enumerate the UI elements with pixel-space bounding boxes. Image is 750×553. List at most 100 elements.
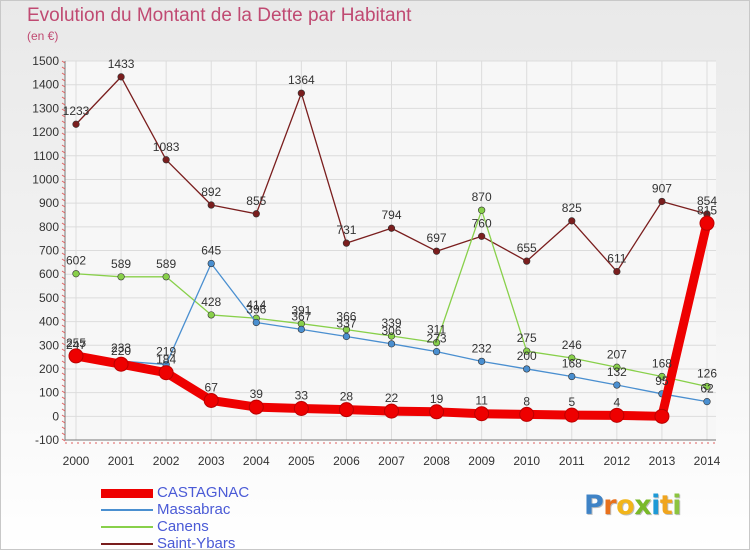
data-point-castagnac <box>654 408 670 424</box>
data-point-canens <box>162 273 170 281</box>
y-axis-tick <box>61 126 66 130</box>
data-point-massabrac <box>613 381 621 389</box>
y-axis-tick <box>61 330 66 334</box>
data-label-castagnac: 8 <box>523 394 530 408</box>
data-label-canens: 870 <box>472 190 492 204</box>
data-point-castagnac <box>293 400 309 416</box>
y-axis-tick <box>61 210 66 214</box>
y-axis-tick <box>61 228 66 232</box>
y-axis-tick <box>61 342 66 346</box>
data-label-massabrac: 367 <box>291 309 311 323</box>
data-point-saint-ybars <box>387 224 396 232</box>
data-label-saint-ybars: 855 <box>246 194 266 208</box>
data-point-massabrac <box>703 398 711 406</box>
data-point-massabrac <box>297 325 305 333</box>
y-axis-tick <box>61 240 66 244</box>
data-label-massabrac: 62 <box>700 382 714 396</box>
y-tick-label: 600 <box>39 267 59 281</box>
legend-label: Canens <box>157 518 209 535</box>
x-tick-label: 2004 <box>243 454 270 468</box>
data-label-canens: 602 <box>66 254 86 268</box>
y-axis-tick <box>61 276 66 280</box>
data-point-canens <box>72 270 80 278</box>
y-axis-tick <box>61 366 66 370</box>
data-label-canens: 366 <box>336 310 356 324</box>
y-axis-tick <box>61 78 66 82</box>
data-point-canens <box>658 372 666 381</box>
data-label-castagnac: 815 <box>697 203 717 217</box>
y-axis-tick <box>61 438 66 442</box>
legend-swatch <box>101 543 153 545</box>
data-point-saint-ybars <box>342 239 351 247</box>
y-axis-tick <box>61 138 66 142</box>
y-axis-tick <box>61 204 66 208</box>
data-point-massabrac <box>387 340 396 348</box>
data-point-castagnac <box>158 365 174 381</box>
y-axis-tick <box>61 252 66 256</box>
y-axis-tick <box>61 72 66 76</box>
data-label-castagnac: 67 <box>205 380 219 394</box>
y-tick-label: 1200 <box>32 125 59 139</box>
y-axis-tick <box>61 270 66 274</box>
data-label-massabrac: 233 <box>111 341 131 355</box>
data-label-massabrac: 232 <box>472 341 492 355</box>
y-axis-tick <box>61 300 66 304</box>
data-label-massabrac: 200 <box>517 349 537 363</box>
data-label-castagnac: 33 <box>295 388 309 402</box>
data-label-massabrac: 396 <box>246 303 266 317</box>
data-label-massabrac: 132 <box>607 365 627 379</box>
y-axis-tick <box>61 246 66 250</box>
chart-unit-label: (en €) <box>27 29 59 43</box>
data-label-canens: 311 <box>427 323 446 337</box>
data-point-saint-ybars <box>432 247 441 255</box>
y-axis-tick <box>61 84 66 88</box>
x-tick-label: 2013 <box>649 454 676 468</box>
x-tick-label: 2009 <box>468 454 495 468</box>
y-axis-tick <box>61 312 66 316</box>
y-axis-tick <box>61 174 66 178</box>
data-point-saint-ybars <box>523 257 531 265</box>
y-axis-tick <box>61 66 66 70</box>
data-point-massabrac <box>207 259 215 268</box>
y-axis-tick <box>61 90 66 94</box>
data-label-saint-ybars: 825 <box>562 201 582 215</box>
legend-swatch <box>101 526 153 528</box>
data-point-canens <box>117 273 125 281</box>
y-tick-label: 200 <box>39 362 59 376</box>
data-label-canens: 168 <box>652 357 672 371</box>
y-axis-tick <box>61 402 66 406</box>
data-label-canens: 207 <box>607 347 627 361</box>
axis-layer: -100 0 100 200 300 400 500 600 700 800 900 1000 1100… <box>32 54 720 468</box>
y-axis-tick <box>61 198 66 202</box>
data-point-saint-ybars <box>297 89 305 97</box>
y-axis-tick <box>61 186 66 190</box>
x-tick-label: 2001 <box>108 454 135 468</box>
x-tick-label: 2003 <box>198 454 225 468</box>
y-axis-tick <box>61 432 66 436</box>
y-axis-tick <box>61 414 66 418</box>
data-label-saint-ybars: 611 <box>607 252 626 266</box>
data-label-canens: 414 <box>246 298 266 312</box>
y-axis-tick <box>61 294 66 298</box>
data-label-massabrac: 247 <box>66 338 86 352</box>
y-axis-tick <box>61 390 66 394</box>
y-tick-label: 400 <box>39 315 59 329</box>
y-axis-tick <box>61 60 66 64</box>
y-tick-label: 800 <box>39 220 59 234</box>
y-axis-tick <box>61 282 66 286</box>
y-tick-label: 1000 <box>32 172 59 186</box>
data-label-castagnac: 11 <box>475 394 488 408</box>
y-axis-tick <box>61 168 66 172</box>
data-point-massabrac <box>478 357 486 365</box>
y-axis-tick <box>61 372 66 376</box>
data-point-castagnac <box>384 403 399 419</box>
data-point-castagnac <box>203 392 219 408</box>
data-point-canens <box>703 382 711 391</box>
data-point-castagnac <box>429 404 445 420</box>
data-point-castagnac <box>248 399 264 415</box>
data-point-castagnac <box>68 348 84 364</box>
data-label-canens: 275 <box>517 331 537 345</box>
data-label-castagnac: 184 <box>156 353 176 367</box>
